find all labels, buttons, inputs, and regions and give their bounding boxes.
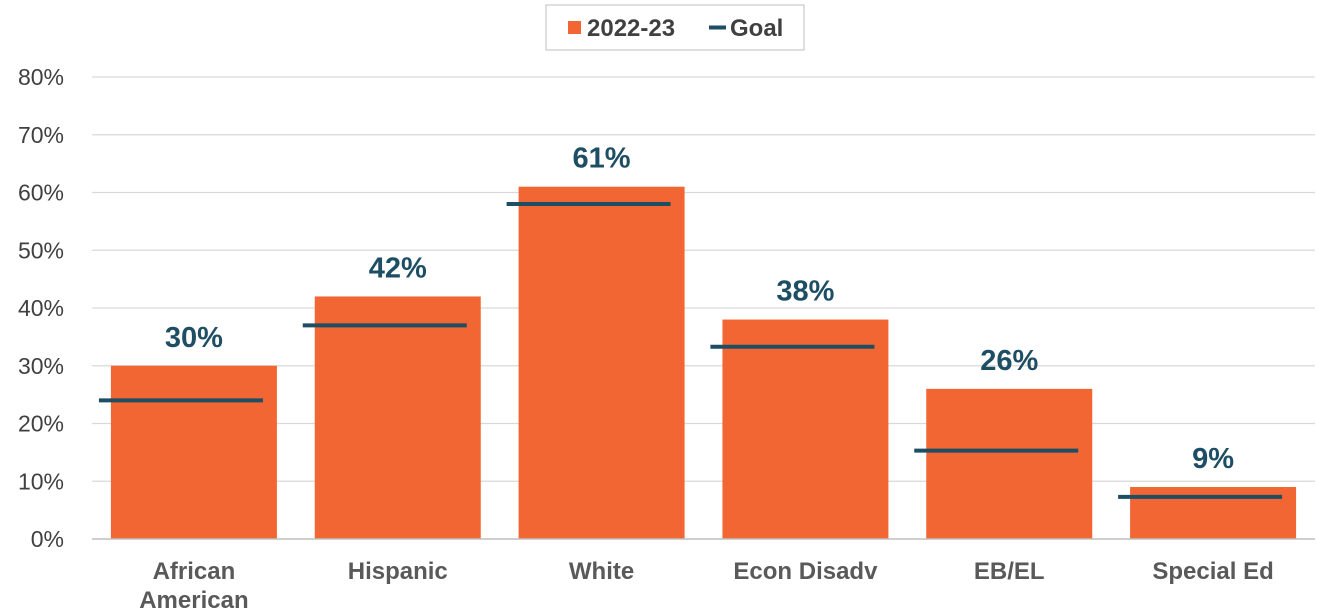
y-tick-label: 50% — [18, 237, 64, 263]
x-tick-label: African American — [139, 558, 248, 613]
data-label: 42% — [369, 252, 427, 284]
x-tick-label: Hispanic — [348, 558, 448, 585]
data-label: 26% — [980, 345, 1038, 377]
x-axis-category-labels: African American Hispanic White Econ Disadv E… — [139, 558, 1274, 613]
bars — [110, 186, 1297, 539]
bar — [1130, 487, 1297, 539]
bar — [518, 186, 685, 539]
bar — [314, 296, 481, 539]
x-tick-label: White — [569, 558, 634, 585]
legend-box — [545, 4, 805, 51]
data-label: 61% — [573, 143, 631, 175]
y-tick-label: 10% — [18, 468, 64, 494]
x-tick-label: EB/EL — [974, 558, 1045, 585]
data-labels: 30% 42% 61% 38% 26% 9% — [165, 143, 1234, 475]
legend: 2022-23 Goal — [545, 4, 805, 51]
bar — [110, 365, 277, 539]
x-tick-label: Special Ed — [1152, 558, 1273, 585]
legend-swatch-2022-23 — [568, 21, 581, 34]
goal-markers — [98, 202, 1283, 499]
gridlines — [92, 76, 1315, 482]
y-axis-tick-labels: 0% 10% 20% 30% 40% 50% 60% 70% 80% — [18, 64, 64, 552]
y-tick-label: 20% — [18, 411, 64, 437]
y-tick-label: 60% — [18, 180, 64, 206]
y-tick-label: 30% — [18, 353, 64, 379]
data-label: 30% — [165, 322, 223, 354]
y-tick-label: 40% — [18, 295, 64, 321]
bar — [722, 319, 889, 539]
x-tick-label: Econ Disadv — [733, 558, 878, 585]
data-label: 9% — [1192, 443, 1234, 475]
y-tick-label: 0% — [31, 526, 64, 552]
legend-label-2022-23: 2022-23 — [587, 15, 675, 42]
data-label: 38% — [776, 276, 834, 308]
legend-label-goal: Goal — [730, 15, 783, 42]
y-tick-label: 70% — [18, 122, 64, 148]
y-tick-label: 80% — [18, 64, 64, 90]
bar — [926, 388, 1093, 539]
